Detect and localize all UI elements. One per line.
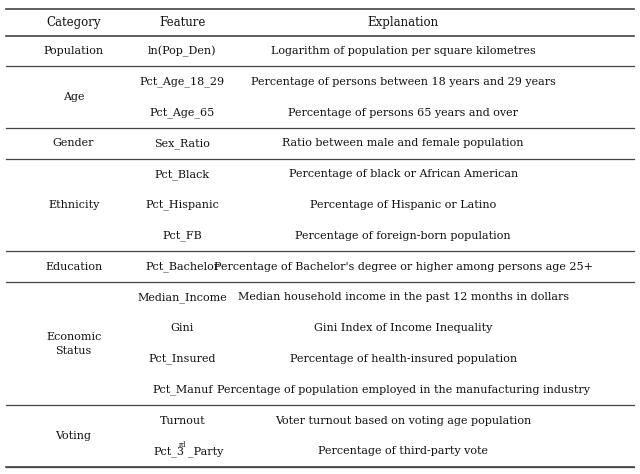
Text: Percentage of third-party vote: Percentage of third-party vote (318, 447, 488, 456)
Text: rd: rd (179, 441, 187, 449)
Text: Percentage of persons 65 years and over: Percentage of persons 65 years and over (288, 108, 518, 118)
Text: Ethnicity: Ethnicity (48, 200, 99, 210)
Text: Pct_Hispanic: Pct_Hispanic (145, 200, 220, 210)
Text: Economic
Status: Economic Status (46, 332, 101, 356)
Text: Pct_Insured: Pct_Insured (148, 354, 216, 365)
Text: Pct_Age_65: Pct_Age_65 (150, 107, 215, 118)
Text: Percentage of foreign-born population: Percentage of foreign-born population (296, 231, 511, 241)
Text: Gini Index of Income Inequality: Gini Index of Income Inequality (314, 323, 492, 333)
Text: Pct_Manuf: Pct_Manuf (152, 384, 212, 395)
Text: ln(Pop_Den): ln(Pop_Den) (148, 46, 217, 56)
Text: Pct_Age_18_29: Pct_Age_18_29 (140, 76, 225, 87)
Text: Percentage of Hispanic or Latino: Percentage of Hispanic or Latino (310, 200, 497, 210)
Text: Median_Income: Median_Income (138, 292, 227, 303)
Text: Education: Education (45, 262, 102, 272)
Text: Pct_Bachelor: Pct_Bachelor (145, 261, 220, 272)
Text: Percentage of Bachelor's degree or higher among persons age 25+: Percentage of Bachelor's degree or highe… (214, 262, 593, 272)
Text: Sex_Ratio: Sex_Ratio (154, 138, 211, 149)
Text: Percentage of persons between 18 years and 29 years: Percentage of persons between 18 years a… (251, 77, 556, 87)
Text: Category: Category (46, 16, 101, 29)
Text: Logarithm of population per square kilometres: Logarithm of population per square kilom… (271, 46, 536, 56)
Text: Voting: Voting (56, 431, 92, 441)
Text: _Party: _Party (188, 446, 223, 457)
Text: Percentage of population employed in the manufacturing industry: Percentage of population employed in the… (217, 385, 589, 395)
Text: Percentage of health-insured population: Percentage of health-insured population (290, 354, 516, 364)
Text: Percentage of black or African American: Percentage of black or African American (289, 169, 518, 179)
Text: Gender: Gender (53, 138, 94, 148)
Text: Feature: Feature (159, 16, 205, 29)
Text: Voter turnout based on voting age population: Voter turnout based on voting age popula… (275, 416, 531, 426)
Text: Explanation: Explanation (367, 16, 439, 29)
Text: Pct_3: Pct_3 (154, 446, 184, 457)
Text: Turnout: Turnout (159, 416, 205, 426)
Text: Gini: Gini (171, 323, 194, 333)
Text: Pct_FB: Pct_FB (163, 230, 202, 241)
Text: Population: Population (44, 46, 104, 56)
Text: Pct_Black: Pct_Black (155, 169, 210, 180)
Text: Age: Age (63, 92, 84, 102)
Text: Ratio between male and female population: Ratio between male and female population (282, 138, 524, 148)
Text: Median household income in the past 12 months in dollars: Median household income in the past 12 m… (237, 292, 569, 302)
